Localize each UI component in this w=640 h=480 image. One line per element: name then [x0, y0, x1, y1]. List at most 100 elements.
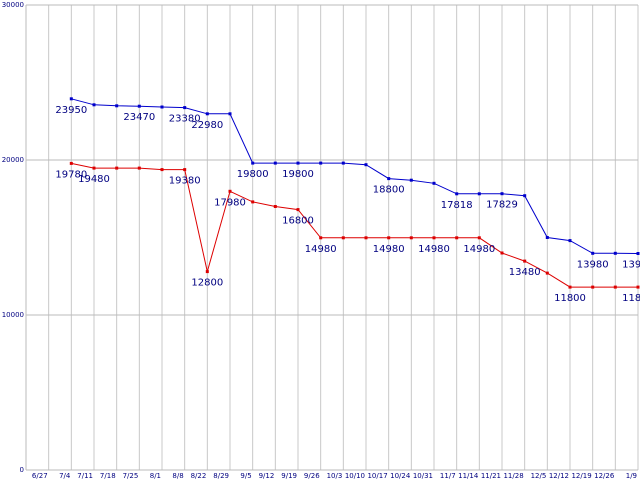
data-point — [183, 106, 187, 110]
data-label: 11800 — [622, 293, 640, 304]
data-point — [636, 285, 640, 289]
data-point — [115, 104, 119, 108]
x-tick-label: 12/5 — [531, 472, 547, 480]
data-point — [319, 236, 323, 240]
data-label: 16800 — [282, 216, 314, 227]
x-tick-label: 11/21 — [481, 472, 501, 480]
data-label: 19780 — [55, 169, 87, 180]
data-point — [455, 192, 459, 196]
data-point — [523, 259, 527, 263]
data-point — [205, 112, 209, 116]
x-tick-label: 9/12 — [259, 472, 275, 480]
y-tick-label: 20000 — [2, 156, 24, 164]
x-tick-label: 7/25 — [123, 472, 139, 480]
data-label: 23950 — [55, 105, 87, 116]
x-tick-label: 11/7 — [440, 472, 456, 480]
data-label: 14980 — [418, 244, 450, 255]
data-point — [296, 161, 300, 165]
y-tick-label: 0 — [20, 466, 24, 474]
x-tick-label: 7/11 — [77, 472, 93, 480]
data-point — [92, 166, 96, 170]
x-tick-label: 12/12 — [549, 472, 569, 480]
x-tick-label: 8/1 — [150, 472, 161, 480]
x-tick-label: 7/4 — [59, 472, 71, 480]
data-point — [523, 194, 527, 198]
y-tick-label: 30000 — [2, 1, 24, 9]
data-label: 18800 — [373, 185, 405, 196]
data-point — [160, 105, 164, 109]
data-label: 12800 — [191, 278, 223, 289]
data-label: 17829 — [486, 200, 518, 211]
data-point — [364, 163, 368, 167]
data-point — [545, 271, 549, 275]
data-point — [613, 251, 617, 255]
data-label: 19480 — [78, 174, 110, 185]
data-point — [568, 239, 572, 243]
data-point — [251, 161, 255, 165]
data-point — [273, 205, 277, 208]
data-point — [92, 103, 96, 107]
data-point — [455, 236, 459, 240]
x-tick-label: 10/31 — [413, 472, 433, 480]
data-label: 19380 — [169, 176, 201, 187]
x-axis-ticks: 6/27 7/4 7/11 7/18 7/25 8/1 8/8 8/22 8/29 9/5 9/12… — [32, 472, 637, 480]
x-tick-label: 11/14 — [458, 472, 479, 480]
x-tick-label: 9/19 — [281, 472, 297, 480]
x-tick-label: 10/3 — [327, 472, 343, 480]
data-label: 19800 — [282, 169, 314, 180]
y-tick-label: 10000 — [2, 311, 24, 319]
data-point — [409, 178, 413, 182]
data-point — [137, 104, 141, 108]
data-point — [591, 285, 595, 289]
x-tick-label: 10/24 — [390, 472, 411, 480]
data-point — [387, 236, 391, 240]
data-point — [545, 236, 549, 239]
data-label: 22980 — [191, 120, 223, 131]
data-point — [409, 236, 413, 240]
series-line-1 — [71, 162, 638, 288]
data-point — [183, 168, 187, 172]
data-point — [500, 192, 504, 196]
data-point — [69, 161, 73, 165]
data-point — [477, 236, 481, 240]
x-tick-label: 9/26 — [304, 472, 320, 480]
data-point — [341, 161, 345, 165]
x-tick-label: 12/19 — [571, 472, 591, 480]
x-tick-label: 6/27 — [32, 472, 48, 480]
data-label: 23380 — [169, 114, 201, 125]
data-point — [477, 192, 481, 196]
x-tick-label: 9/5 — [240, 472, 251, 480]
x-tick-label: 12/26 — [594, 472, 615, 480]
data-point — [115, 166, 119, 170]
data-label: 13970 — [622, 260, 640, 271]
x-tick-label: 10/10 — [345, 472, 365, 480]
data-point — [364, 236, 368, 240]
data-point — [341, 236, 345, 240]
y-axis-ticks: 0 10000 20000 30000 — [2, 1, 24, 474]
data-label: 11800 — [554, 293, 586, 304]
data-point — [636, 252, 640, 255]
data-point — [387, 177, 391, 181]
data-label: 14980 — [305, 244, 337, 255]
data-label: 17980 — [214, 197, 246, 208]
x-tick-label: 8/8 — [172, 472, 183, 480]
x-tick-label: 8/22 — [191, 472, 207, 480]
data-point — [273, 161, 277, 165]
data-point — [137, 166, 141, 170]
data-label: 13980 — [577, 259, 609, 270]
data-point — [591, 251, 595, 255]
data-point — [568, 285, 572, 289]
series-line-0 — [71, 98, 639, 254]
data-point — [69, 97, 73, 101]
data-label: 17818 — [441, 200, 473, 211]
data-point — [296, 208, 300, 212]
x-tick-label: 7/18 — [100, 472, 116, 480]
data-label: 14980 — [463, 244, 495, 255]
x-tick-label: 1/9 — [626, 472, 637, 480]
data-point — [205, 270, 209, 274]
data-point — [228, 189, 232, 193]
data-label: 23470 — [123, 112, 155, 123]
data-point — [319, 161, 323, 165]
